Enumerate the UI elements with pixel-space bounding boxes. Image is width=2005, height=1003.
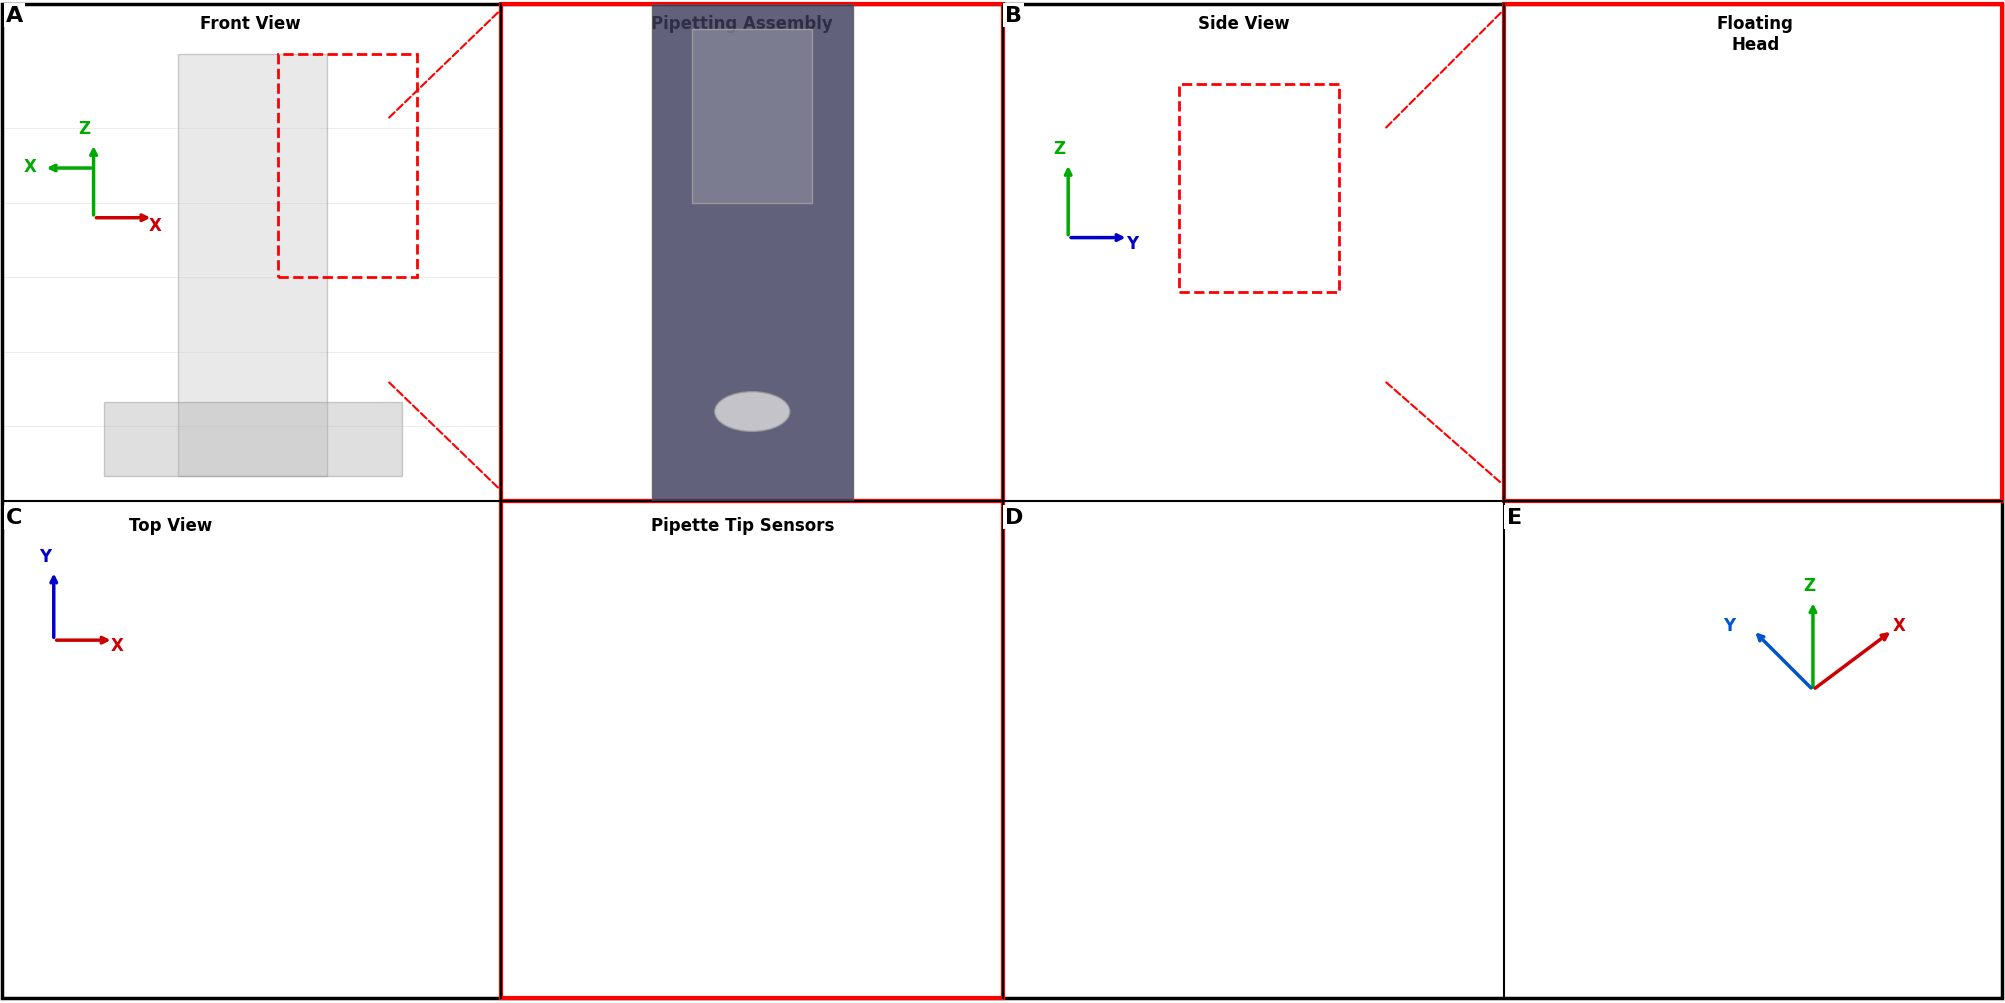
Text: Z: Z xyxy=(1802,577,1815,595)
Text: X: X xyxy=(148,217,160,235)
Bar xyxy=(104,402,401,476)
Bar xyxy=(1504,5,2001,502)
Text: Y: Y xyxy=(1125,235,1137,253)
Text: X: X xyxy=(24,157,36,176)
Text: Y: Y xyxy=(1722,617,1734,635)
Text: E: E xyxy=(1506,508,1522,528)
Bar xyxy=(1179,84,1339,293)
Bar xyxy=(692,30,812,204)
Text: Pipette Tip Sensors: Pipette Tip Sensors xyxy=(650,517,834,535)
Bar xyxy=(178,54,327,476)
Bar xyxy=(652,5,852,502)
Text: D: D xyxy=(1005,508,1023,528)
Text: X: X xyxy=(110,637,124,654)
Text: Z: Z xyxy=(1053,140,1065,157)
Text: Z: Z xyxy=(78,120,90,138)
Text: X: X xyxy=(1891,617,1905,635)
Text: C: C xyxy=(6,508,22,528)
Text: Top View: Top View xyxy=(128,517,213,535)
Text: Pipetting Assembly: Pipetting Assembly xyxy=(652,15,832,33)
Text: A: A xyxy=(6,6,24,26)
Ellipse shape xyxy=(714,392,790,432)
Bar xyxy=(501,502,1002,998)
Text: Side View: Side View xyxy=(1197,15,1289,33)
Text: Y: Y xyxy=(38,547,50,565)
Bar xyxy=(501,5,1002,502)
Text: B: B xyxy=(1005,6,1021,26)
Bar xyxy=(277,54,417,278)
Text: Front View: Front View xyxy=(200,15,301,33)
Text: Floating
Head: Floating Head xyxy=(1716,15,1792,54)
